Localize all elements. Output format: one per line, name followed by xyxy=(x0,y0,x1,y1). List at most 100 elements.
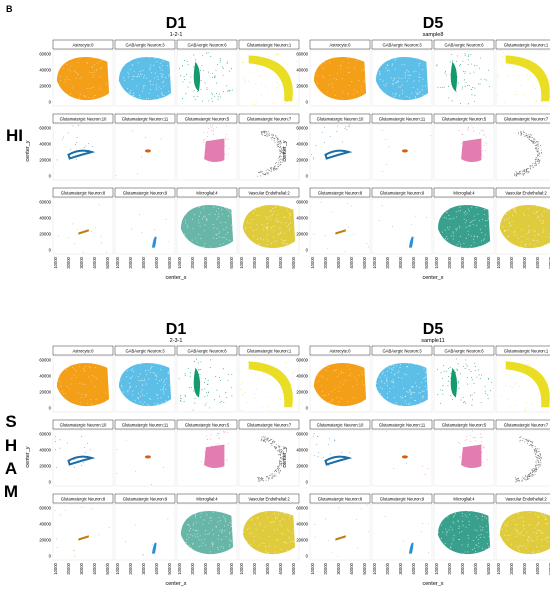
y-tick-label: 20000 xyxy=(296,158,308,163)
panel-label: Glutamatergic Neuron:10 xyxy=(317,116,364,121)
cell-type-panel: Glutamatergic Neuron:7 xyxy=(495,419,550,487)
panel-strip xyxy=(309,113,371,124)
panel-plot-area xyxy=(114,197,176,255)
panel-label: Microglial:4 xyxy=(196,496,218,501)
x-tick-label: 10000 xyxy=(372,256,377,268)
panel-label: Glutamatergic Neuron:5 xyxy=(442,116,487,121)
panel-strip xyxy=(52,39,114,50)
y-tick-label: 60000 xyxy=(39,432,51,437)
cell-type-panel: Glutamatergic Neuron:1 xyxy=(238,345,300,413)
panel-label: Glutamatergic Neuron:7 xyxy=(247,422,292,427)
cell-type-panel: Glutamatergic Neuron:9 xyxy=(114,493,176,561)
spatial-scatter xyxy=(313,201,369,252)
cell-type-panel: Astrocyte:0 xyxy=(309,39,371,107)
spatial-scatter xyxy=(497,201,550,254)
spatial-scatter xyxy=(179,52,233,103)
x-tick-label: 40000 xyxy=(216,562,221,574)
sample-block: D12-3-1 60000 40000 20000 0 Astrocyte:0 GABAer… xyxy=(25,321,300,587)
x-tick-label: 50000 xyxy=(291,562,296,574)
panel-label: GABAergic Neuron:6 xyxy=(444,42,484,47)
y-tick-label: 60000 xyxy=(39,200,51,205)
x-tick-label: 30000 xyxy=(203,256,208,268)
panel-plot-area xyxy=(52,123,114,181)
x-tick-label: 30000 xyxy=(141,562,146,574)
panel-label: GABAergic Neuron:3 xyxy=(125,42,165,47)
y-tick-label: 0 xyxy=(306,248,309,253)
panel-label: Glutamatergic Neuron:1 xyxy=(504,42,549,47)
x-tick-label: 50000 xyxy=(167,562,172,574)
x-tick-label: 20000 xyxy=(385,256,390,268)
panel-strip xyxy=(176,187,238,198)
y-tick-label: 60000 xyxy=(39,126,51,131)
x-tick-label: 50000 xyxy=(548,256,550,268)
panel-plot-area xyxy=(52,429,114,487)
x-tick-label: 10000 xyxy=(239,256,244,268)
cell-type-panel: GABAergic Neuron:3 xyxy=(371,39,433,107)
y-tick-label: 60000 xyxy=(296,506,308,511)
spatial-scatter xyxy=(242,202,296,253)
cell-type-panel: Glutamatergic Neuron:11 xyxy=(114,113,176,181)
y-tick-label: 40000 xyxy=(296,216,308,221)
y-axis-label: center_y xyxy=(25,140,31,161)
panel-label: Astrocyte:0 xyxy=(330,348,352,353)
panel-strip xyxy=(433,39,495,50)
panel-label: Vascular Endothelial:2 xyxy=(505,190,547,195)
x-tick-label: 40000 xyxy=(535,562,540,574)
x-tick-label: 40000 xyxy=(473,562,478,574)
cell-type-panel: Glutamatergic Neuron:7 xyxy=(238,113,300,181)
panel-label: Glutamatergic Neuron:5 xyxy=(442,422,487,427)
panel-strip xyxy=(309,187,371,198)
spatial-scatter xyxy=(313,360,369,411)
y-tick-label: 40000 xyxy=(39,522,51,527)
y-tick-label: 40000 xyxy=(296,522,308,527)
x-tick-label: 50000 xyxy=(486,562,491,574)
panel-label: Glutamatergic Neuron:1 xyxy=(247,42,292,47)
panel-strip xyxy=(371,419,433,430)
x-tick-label: 40000 xyxy=(349,562,354,574)
panel-label: Glutamatergic Neuron:7 xyxy=(504,116,549,121)
y-tick-label: 40000 xyxy=(39,142,51,147)
spatial-scatter xyxy=(313,432,353,466)
panel-strip xyxy=(52,493,114,504)
y-tick-label: 20000 xyxy=(39,464,51,469)
x-tick-label: 40000 xyxy=(411,562,416,574)
cell-type-panel: Vascular Endothelial:2 xyxy=(238,187,300,255)
y-tick-label: 20000 xyxy=(39,84,51,89)
spatial-scatter xyxy=(497,357,550,411)
panel-plot-area xyxy=(176,355,238,413)
panel-plot-area xyxy=(238,429,300,487)
cell-type-panel: Glutamatergic Neuron:9 xyxy=(371,493,433,561)
panel-strip xyxy=(52,187,114,198)
y-axis-label: center_y xyxy=(282,140,288,161)
panel-label: Glutamatergic Neuron:11 xyxy=(122,422,169,427)
x-tick-label: 50000 xyxy=(362,562,367,574)
panel-strip xyxy=(433,345,495,356)
panel-label: Vascular Endothelial:2 xyxy=(248,496,290,501)
spatial-scatter xyxy=(384,516,429,554)
panel-plot-area xyxy=(371,503,433,561)
panel-label: Glutamatergic Neuron:8 xyxy=(318,190,363,195)
spatial-scatter xyxy=(125,518,169,556)
y-tick-label: 0 xyxy=(306,554,309,559)
y-tick-label: 0 xyxy=(306,174,309,179)
x-tick-label: 10000 xyxy=(115,562,120,574)
x-tick-label: 20000 xyxy=(447,562,452,574)
panel-label: Glutamatergic Neuron:9 xyxy=(380,190,425,195)
y-tick-label: 60000 xyxy=(296,200,308,205)
panel-strip xyxy=(114,345,176,356)
x-tick-label: 10000 xyxy=(53,562,58,574)
y-tick-label: 60000 xyxy=(296,52,308,57)
x-tick-label: 20000 xyxy=(252,256,257,268)
x-tick-label: 30000 xyxy=(398,562,403,574)
x-tick-label: 20000 xyxy=(128,562,133,574)
y-tick-label: 60000 xyxy=(296,358,308,363)
panel-plot-area xyxy=(309,123,371,181)
y-tick-label: 0 xyxy=(306,480,309,485)
cell-type-panel: Glutamatergic Neuron:8 xyxy=(52,187,114,255)
panel-plot-area xyxy=(495,123,550,181)
condition-label-hi: HI xyxy=(6,126,23,145)
y-tick-label: 60000 xyxy=(39,358,51,363)
panel-label: Astrocyte:0 xyxy=(73,348,95,353)
panel-strip xyxy=(309,345,371,356)
spatial-scatter xyxy=(374,51,430,106)
